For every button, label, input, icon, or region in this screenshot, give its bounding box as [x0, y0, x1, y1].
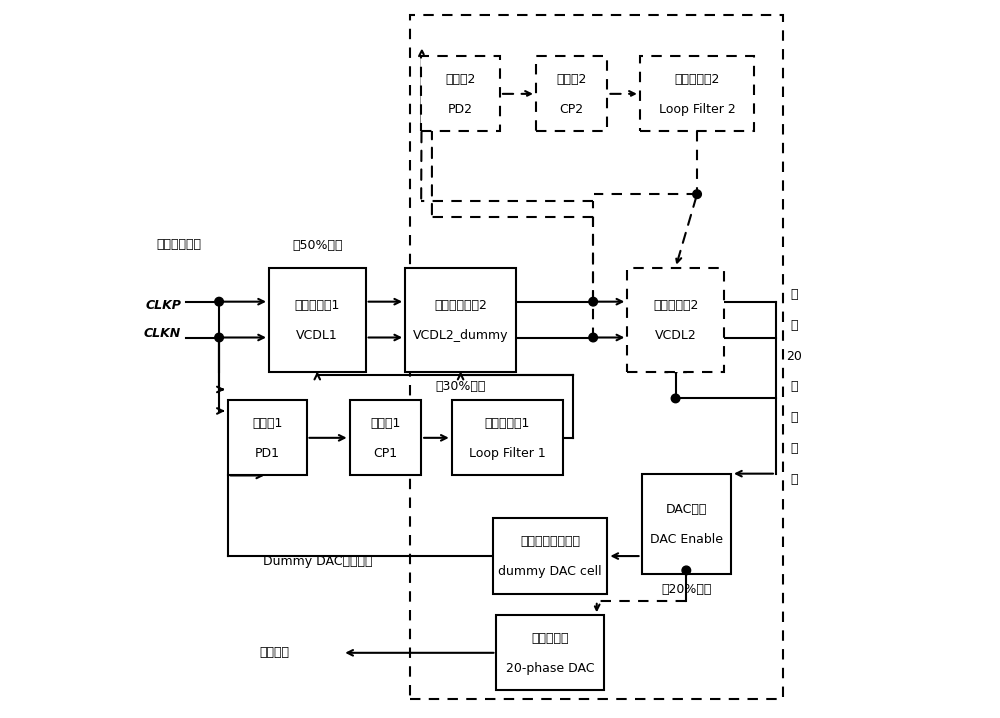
Text: ～30%延时: ～30%延时 — [435, 380, 486, 393]
Text: 产: 产 — [790, 288, 798, 301]
Text: DAC Enable: DAC Enable — [650, 533, 723, 546]
Text: Dummy DAC输出相位: Dummy DAC输出相位 — [263, 554, 372, 568]
Text: 环路滤波器1: 环路滤波器1 — [484, 417, 530, 430]
Circle shape — [693, 190, 701, 198]
Text: 环路滤波器2: 环路滤波器2 — [674, 73, 720, 86]
Bar — [496, 615, 604, 691]
Text: 钟: 钟 — [790, 411, 798, 424]
Bar — [493, 518, 607, 594]
Text: 芯片输出: 芯片输出 — [259, 646, 289, 659]
Bar — [642, 474, 731, 574]
Text: 伪数模转换器单元: 伪数模转换器单元 — [520, 535, 580, 549]
Circle shape — [671, 394, 680, 403]
Text: 数模转换器: 数模转换器 — [531, 632, 569, 645]
Circle shape — [682, 566, 691, 574]
Text: ～50%延时: ～50%延时 — [292, 239, 343, 252]
Text: dummy DAC cell: dummy DAC cell — [498, 565, 602, 578]
Text: DAC使能: DAC使能 — [666, 503, 707, 516]
Text: 电荷泵2: 电荷泵2 — [556, 73, 587, 86]
Text: 电荷泵1: 电荷泵1 — [370, 417, 401, 430]
Text: 差分输入时钟: 差分输入时钟 — [156, 238, 201, 251]
Text: 20-phase DAC: 20-phase DAC — [506, 662, 594, 675]
Bar — [410, 15, 783, 699]
Bar — [452, 400, 563, 475]
Bar — [269, 268, 366, 371]
Text: VCDL1: VCDL1 — [296, 329, 338, 342]
Text: ～20%延时: ～20%延时 — [661, 583, 712, 596]
Text: 生: 生 — [790, 319, 798, 332]
Text: Loop Filter 2: Loop Filter 2 — [659, 103, 735, 116]
Text: 鉴相器1: 鉴相器1 — [252, 417, 282, 430]
Text: Loop Filter 1: Loop Filter 1 — [469, 447, 546, 460]
Text: CLKP: CLKP — [145, 299, 181, 312]
Bar — [536, 56, 607, 131]
Bar — [228, 400, 307, 475]
Circle shape — [589, 333, 597, 342]
Text: 鉴相器2: 鉴相器2 — [445, 73, 476, 86]
Circle shape — [589, 297, 597, 306]
Circle shape — [215, 297, 223, 306]
Text: 位: 位 — [790, 473, 798, 486]
Text: VCDL2_dummy: VCDL2_dummy — [413, 329, 508, 342]
Text: 20: 20 — [786, 350, 802, 363]
Text: 相: 相 — [790, 442, 798, 455]
Text: PD1: PD1 — [255, 447, 280, 460]
Text: VCDL2: VCDL2 — [655, 329, 696, 342]
Text: 压控延时线1: 压控延时线1 — [295, 299, 340, 312]
Bar — [350, 400, 421, 475]
Bar — [421, 56, 500, 131]
Text: 伪压控延时线2: 伪压控延时线2 — [434, 299, 487, 312]
Text: PD2: PD2 — [448, 103, 473, 116]
Bar — [405, 268, 516, 371]
Text: CP2: CP2 — [560, 103, 584, 116]
Text: CP1: CP1 — [373, 447, 397, 460]
Text: - - -: - - - — [664, 366, 687, 381]
Bar — [640, 56, 754, 131]
Bar — [627, 268, 724, 371]
Text: CLKN: CLKN — [144, 327, 181, 340]
Circle shape — [215, 333, 223, 342]
Text: 压控延时线2: 压控延时线2 — [653, 299, 698, 312]
Text: 时: 时 — [790, 381, 798, 393]
